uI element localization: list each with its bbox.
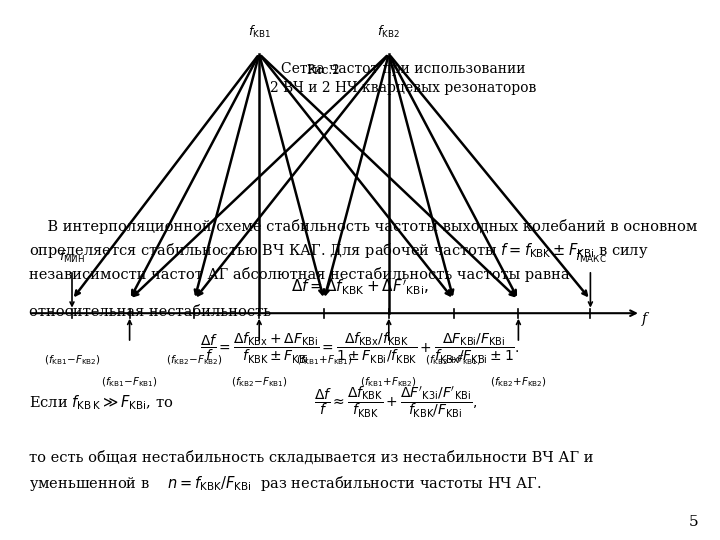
Text: Рис.2: Рис.2	[306, 64, 340, 77]
Text: относительная нестабильность: относительная нестабильность	[29, 305, 271, 319]
Text: $(f_{\mathrm{KB2}}{+}F_{\mathrm{KB2}})$: $(f_{\mathrm{KB2}}{+}F_{\mathrm{KB2}})$	[490, 375, 546, 389]
Text: $f_{\mathrm{KB1}}$: $f_{\mathrm{KB1}}$	[248, 24, 271, 40]
Text: 5: 5	[689, 515, 698, 529]
Text: Если $f_{\mathrm{KB\,K}} \gg F_{\mathrm{KBi}}$, то: Если $f_{\mathrm{KB\,K}} \gg F_{\mathrm{…	[29, 393, 173, 411]
Text: $\dfrac{\Delta f}{f} \approx \dfrac{\Delta f_{\mathrm{KBK}}}{f_{\mathrm{KBK}}} +: $\dfrac{\Delta f}{f} \approx \dfrac{\Del…	[315, 384, 477, 420]
Text: $f_{\mathrm{МИН}}$: $f_{\mathrm{МИН}}$	[59, 248, 85, 265]
Text: $(f_{\mathrm{KB2}}{-}F_{\mathrm{KB1}})$: $(f_{\mathrm{KB2}}{-}F_{\mathrm{KB1}})$	[231, 375, 287, 389]
Text: то есть общая нестабильность складывается из нестабильности ВЧ АГ и
уменьшенной : то есть общая нестабильность складываетс…	[29, 451, 593, 492]
Text: $f_{\mathrm{KB2}}$: $f_{\mathrm{KB2}}$	[377, 24, 400, 40]
Text: $(f_{\mathrm{KB1}}{-}F_{\mathrm{KB2}})$: $(f_{\mathrm{KB1}}{-}F_{\mathrm{KB2}})$	[44, 354, 100, 367]
Text: Сетка частот при использовании
2 ВЧ и 2 НЧ кварцевых резонаторов: Сетка частот при использовании 2 ВЧ и 2 …	[270, 62, 536, 95]
Text: f: f	[642, 312, 647, 326]
Text: $(f_{\mathrm{KB1}}{-}F_{\mathrm{KB1}})$: $(f_{\mathrm{KB1}}{-}F_{\mathrm{KB1}})$	[102, 375, 158, 389]
Text: В интерполяционной схеме стабильность частоты выходных колебаний в основном
опре: В интерполяционной схеме стабильность ча…	[29, 219, 697, 282]
Text: $(f_{\mathrm{KB1}}{+}F_{\mathrm{KB1}})$: $(f_{\mathrm{KB1}}{+}F_{\mathrm{KB1}})$	[296, 354, 352, 367]
Text: $(f_{\mathrm{KB2}}{-}F_{\mathrm{KB2}})$: $(f_{\mathrm{KB2}}{-}F_{\mathrm{KB2}})$	[166, 354, 222, 367]
Text: $\dfrac{\Delta f}{f} = \dfrac{\Delta f_{\mathrm{KBx}} + \Delta F_{\mathrm{KBi}}}: $\dfrac{\Delta f}{f} = \dfrac{\Delta f_{…	[200, 330, 520, 366]
Text: $f_{\mathrm{МАКС}}$: $f_{\mathrm{МАКС}}$	[575, 248, 606, 265]
Text: $(f_{\mathrm{KB2}}{+}F_{\mathrm{KB1}})$: $(f_{\mathrm{KB2}}{+}F_{\mathrm{KB1}})$	[426, 354, 482, 367]
Text: $(f_{\mathrm{KB1}}{+}F_{\mathrm{KB2}})$: $(f_{\mathrm{KB1}}{+}F_{\mathrm{KB2}})$	[361, 375, 417, 389]
Text: $\Delta f = \Delta f_{\mathrm{KBK}} + \Delta F'_{\mathrm{KBi}},$: $\Delta f = \Delta f_{\mathrm{KBK}} + \D…	[291, 278, 429, 298]
